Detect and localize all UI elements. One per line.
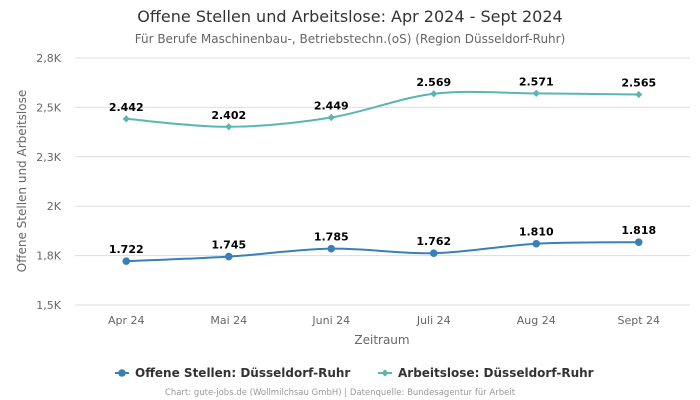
x-tick-label: Juni 24 — [311, 314, 350, 327]
plot-area: 1.722 1.745 1.785 1.762 1.810 1.818 2.442 2.402… — [109, 75, 656, 265]
y-axis-label: Offene Stellen und Arbeitslose — [15, 90, 29, 272]
data-point — [327, 244, 336, 253]
chart-subtitle: Für Berufe Maschinenbau-, Betriebstechn.… — [135, 32, 566, 46]
data-label: 2.571 — [519, 75, 554, 88]
legend-label: Offene Stellen: Düsseldorf-Ruhr — [135, 366, 350, 380]
series-2: 2.442 2.402 2.449 2.569 2.571 2.565 — [109, 75, 656, 131]
legend: Offene Stellen: Düsseldorf-Ruhr Arbeitslo… — [115, 366, 594, 380]
data-label: 2.442 — [109, 101, 144, 114]
series-1: 1.722 1.745 1.785 1.762 1.810 1.818 — [109, 224, 656, 265]
data-point — [635, 90, 643, 99]
y-tick-label: 2,8K — [36, 52, 61, 65]
data-label: 1.818 — [621, 224, 656, 237]
series-line — [126, 90, 639, 128]
legend-item[interactable]: Arbeitslose: Düsseldorf-Ruhr — [378, 366, 594, 380]
y-tick-label: 1,8K — [36, 250, 61, 263]
data-label: 1.810 — [519, 226, 554, 239]
x-tick-label: Juli 24 — [416, 314, 451, 327]
x-axis-label: Zeitraum — [354, 333, 409, 347]
data-point — [224, 252, 233, 261]
data-point — [430, 90, 438, 98]
data-label: 2.402 — [211, 109, 246, 122]
data-label: 1.785 — [314, 231, 349, 244]
y-axis: 1,5K 1,8K 2K 2,3K 2,5K 2,8K — [36, 52, 61, 312]
data-label: 2.569 — [416, 76, 451, 89]
grid-lines — [75, 57, 690, 306]
data-label: 1.722 — [109, 243, 144, 256]
legend-item[interactable]: Offene Stellen: Düsseldorf-Ruhr — [115, 366, 350, 380]
y-tick-label: 2,3K — [36, 151, 61, 164]
y-tick-label: 2K — [47, 200, 62, 213]
series-line — [126, 241, 639, 263]
legend-label: Arbeitslose: Düsseldorf-Ruhr — [398, 366, 594, 380]
y-tick-label: 2,5K — [36, 101, 61, 114]
data-label: 2.565 — [621, 77, 656, 90]
x-tick-label: Sept 24 — [617, 314, 660, 327]
x-axis: Apr 24 Mai 24 Juni 24 Juli 24 Aug 24 Sept 24 — [108, 314, 660, 327]
data-point — [532, 239, 541, 248]
chart-title: Offene Stellen und Arbeitslose: Apr 2024… — [137, 7, 562, 26]
chart-credits: Chart: gute-jobs.de (Wollmilchsau GmbH) … — [165, 388, 516, 398]
data-point — [122, 257, 131, 265]
data-point — [327, 113, 335, 122]
data-point — [122, 115, 130, 123]
legend-marker — [381, 369, 389, 377]
y-tick-label: 1,5K — [36, 299, 61, 312]
x-tick-label: Apr 24 — [108, 314, 145, 327]
data-point — [429, 249, 438, 258]
data-point — [225, 123, 233, 131]
data-point — [532, 89, 540, 97]
x-tick-label: Aug 24 — [517, 314, 556, 327]
data-label: 2.449 — [314, 99, 349, 112]
legend-marker — [118, 369, 126, 377]
x-tick-label: Mai 24 — [210, 314, 247, 327]
data-point — [634, 238, 643, 246]
data-label: 1.745 — [211, 239, 246, 252]
data-label: 1.762 — [416, 235, 451, 248]
